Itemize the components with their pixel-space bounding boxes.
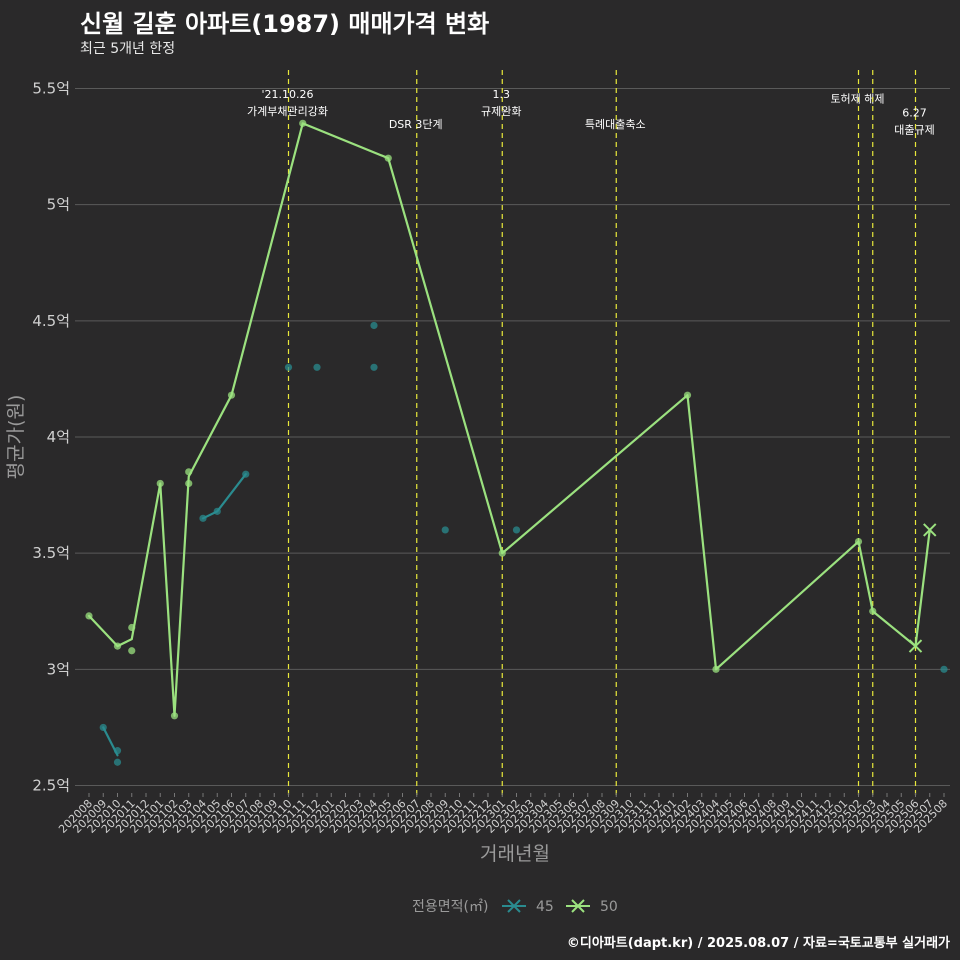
series-50-point	[869, 607, 877, 615]
series-45-point	[370, 363, 378, 371]
y-tick-label: 4.5억	[32, 312, 70, 330]
series-50-point	[683, 391, 692, 399]
series-45-point	[242, 470, 250, 478]
y-tick-label: 5.5억	[32, 80, 70, 98]
series-50-point	[227, 391, 236, 399]
series-50-point	[128, 647, 136, 655]
y-axis-title: 평균가(원)	[5, 395, 27, 480]
series-50-point	[128, 623, 136, 632]
series-45-point	[940, 665, 948, 673]
series-45-point	[441, 526, 449, 534]
legend-label-45: 45	[536, 899, 554, 915]
series-45-point	[512, 526, 521, 534]
chart-subtitle: 최근 5개년 한정	[80, 41, 176, 57]
chart-caption: ©디아파트(dapt.kr) / 2025.08.07 / 자료=국토교통부 실…	[566, 936, 950, 951]
series-50-point	[170, 712, 179, 720]
series-50-line	[87, 122, 931, 717]
series-50-point	[113, 642, 122, 650]
series-45-point	[113, 758, 122, 766]
y-tick-label: 3억	[47, 660, 70, 678]
event-label: 대출규제	[894, 123, 934, 136]
series-45-point	[113, 747, 122, 755]
series-50-point	[712, 665, 720, 673]
series-50-point	[299, 119, 307, 127]
event-label: 가계부채관리강화	[247, 105, 328, 118]
event-label: 1.3	[493, 88, 511, 101]
legend-label-50: 50	[600, 899, 618, 915]
axis-layer: 2.5억3억3.5억4억4.5억5억5.5억202008202009202010…	[32, 80, 950, 836]
event-label: 토허제 해제	[830, 91, 884, 105]
series-50-point	[156, 479, 164, 488]
y-tick-label: 2.5억	[32, 777, 70, 795]
series-layer	[85, 119, 948, 766]
series-45-point	[99, 723, 107, 732]
event-label: 6.27	[902, 106, 927, 119]
event-label: DSR 3단계	[389, 118, 443, 131]
series-45-point	[213, 507, 221, 515]
series-45-point	[199, 514, 207, 522]
grid-layer	[75, 88, 950, 786]
event-label: '21.10.26	[261, 88, 313, 101]
series-45-point	[370, 321, 378, 330]
event-label: 특례대출축소	[585, 118, 646, 131]
series-50-cross-point	[923, 523, 937, 537]
series-50-point	[498, 549, 506, 557]
series-50-point	[185, 468, 193, 476]
series-50-point	[384, 154, 392, 162]
series-45-point	[284, 363, 293, 371]
series-45-point	[313, 363, 321, 371]
series-50-cross-point	[908, 639, 923, 653]
series-50-point	[185, 479, 193, 488]
y-tick-label: 3.5억	[32, 544, 70, 562]
event-label: 규제완화	[481, 105, 521, 118]
x-axis-title: 거래년월	[480, 843, 550, 865]
legend-title: 전용면적(㎡)	[412, 899, 488, 915]
series-45-line-2	[201, 473, 247, 520]
y-tick-label: 5억	[47, 196, 70, 214]
legend-key-50	[566, 899, 590, 913]
series-50-point	[85, 612, 93, 620]
y-tick-label: 4억	[47, 428, 70, 446]
legend-key-45	[502, 899, 526, 913]
chart-title: 신월 길훈 아파트(1987) 매매가격 변화	[80, 10, 490, 38]
series-50-point	[854, 537, 863, 546]
legend: 전용면적(㎡) 45 50	[412, 899, 618, 915]
